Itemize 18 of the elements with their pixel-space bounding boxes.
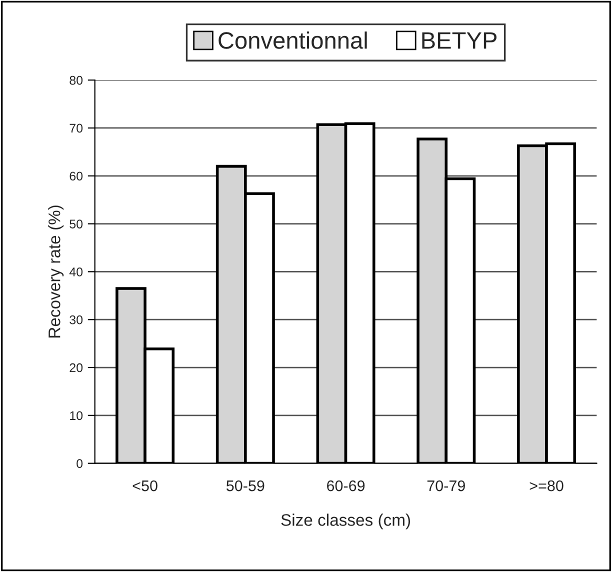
y-tick-label: 10: [70, 411, 83, 420]
y-axis-title: Recovery rate (%): [48, 206, 64, 338]
y-tick-label: 80: [70, 76, 83, 85]
legend-label: Conventionnal: [218, 32, 367, 49]
x-axis-title: Size classes (cm): [281, 514, 410, 530]
x-tick-label: <50: [132, 480, 158, 492]
y-tick-label: 0: [76, 459, 83, 468]
y-tick-label: 30: [70, 315, 83, 324]
y-tick-label: 50: [70, 220, 83, 228]
x-tick-label: 70-79: [427, 480, 465, 492]
y-tick-label: 40: [69, 268, 83, 276]
x-tick-label: 60-69: [327, 480, 365, 492]
y-tick-label: 60: [70, 172, 83, 181]
y-tick-label: 20: [70, 363, 83, 372]
y-tick-label: 70: [70, 124, 83, 133]
x-tick-label: >=80: [530, 480, 564, 492]
legend-label: BETYP: [422, 32, 496, 49]
x-tick-label: 50-59: [226, 480, 264, 492]
